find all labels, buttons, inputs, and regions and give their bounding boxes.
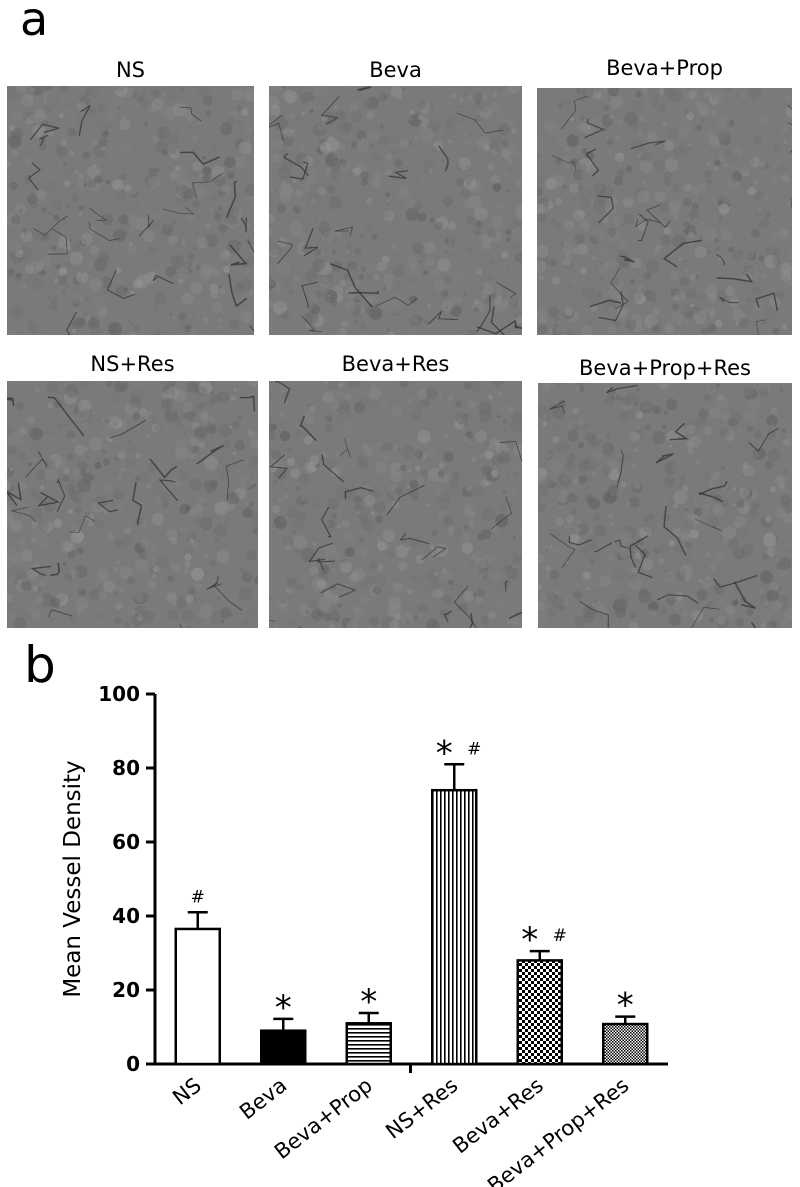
bar-beva-prop-res xyxy=(602,1022,649,1066)
micrograph-label: Beva+Prop xyxy=(606,56,723,80)
significance-hash: # xyxy=(467,739,481,759)
micrograph-beva-prop-res: Beva+Prop+Res xyxy=(538,356,792,628)
x-tick-label: NS+Res xyxy=(381,1073,462,1144)
y-tick-label: 40 xyxy=(112,904,140,928)
significance-star: * xyxy=(275,988,292,1028)
significance-star: * xyxy=(436,733,453,773)
micrograph-label: Beva+Prop+Res xyxy=(579,356,751,380)
significance-star: * xyxy=(521,920,538,960)
y-tick-label: 100 xyxy=(98,682,140,706)
y-tick-label: 20 xyxy=(112,978,140,1002)
panel-b-letter: b xyxy=(24,636,56,694)
micrograph-label: Beva xyxy=(369,58,422,82)
x-tick-label: Beva+Prop+Res xyxy=(483,1073,633,1187)
micrograph-label: Beva+Res xyxy=(341,352,450,376)
significance-hash: # xyxy=(553,926,567,946)
x-tick-label: NS xyxy=(168,1073,206,1110)
micrograph-beva: Beva xyxy=(269,58,522,335)
micrograph-image xyxy=(269,381,522,628)
y-tick-label: 60 xyxy=(112,830,140,854)
micrograph-image xyxy=(7,381,258,628)
micrograph-image xyxy=(7,86,254,335)
micrograph-ns: NS xyxy=(7,58,254,335)
micrograph-ns-res: NS+Res xyxy=(7,352,258,628)
micrograph-label: NS+Res xyxy=(90,352,175,376)
bar-ns-res xyxy=(431,788,478,1066)
y-tick-label: 0 xyxy=(126,1052,140,1076)
micrograph-beva-res: Beva+Res xyxy=(269,352,522,628)
significance-hash: # xyxy=(191,887,205,907)
x-tick-label: Beva xyxy=(235,1073,291,1124)
micrograph-image xyxy=(537,88,792,335)
y-tick-label: 80 xyxy=(112,756,140,780)
significance-star: * xyxy=(360,982,377,1022)
y-axis-label: Mean Vessel Density xyxy=(60,760,86,997)
bar-beva-res xyxy=(516,959,563,1066)
bar-ns xyxy=(174,927,221,1066)
micrograph-image xyxy=(538,383,792,628)
micrograph-beva-prop: Beva+Prop xyxy=(537,56,792,335)
bar-chart: 0 20 40 60 80 100 Mean Vessel Density # NS * Beva *… xyxy=(60,682,668,1187)
panel-a-letter: a xyxy=(20,0,49,46)
bar-beva xyxy=(260,1029,307,1066)
bar-beva-prop xyxy=(345,1022,392,1066)
micrograph-image xyxy=(269,86,522,335)
micrograph-label: NS xyxy=(115,58,146,82)
significance-star: * xyxy=(617,986,634,1026)
